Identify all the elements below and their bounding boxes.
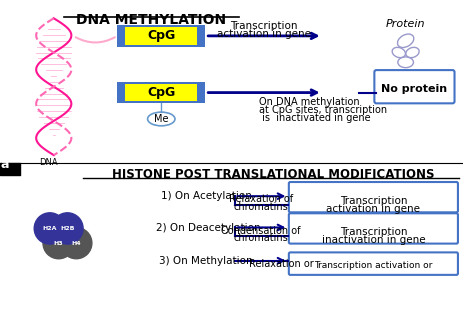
Text: CpG: CpG <box>147 86 175 99</box>
FancyBboxPatch shape <box>289 182 458 212</box>
Text: DNA: DNA <box>39 158 58 167</box>
Text: Relaxation of: Relaxation of <box>229 194 293 204</box>
Ellipse shape <box>147 112 175 126</box>
Text: inactivation in gene: inactivation in gene <box>321 235 425 245</box>
Text: Relaxation or: Relaxation or <box>249 259 314 269</box>
Text: Transcription: Transcription <box>340 196 407 206</box>
FancyBboxPatch shape <box>289 252 458 275</box>
Circle shape <box>34 213 65 244</box>
Text: Condensation of: Condensation of <box>221 225 301 235</box>
FancyBboxPatch shape <box>374 70 455 103</box>
FancyBboxPatch shape <box>125 84 198 101</box>
Text: is  inactivated in gene: is inactivated in gene <box>259 113 371 123</box>
Text: chromatins: chromatins <box>234 202 288 212</box>
FancyBboxPatch shape <box>125 27 198 45</box>
Text: chromatins: chromatins <box>234 233 288 243</box>
Text: Protein: Protein <box>386 19 425 29</box>
FancyBboxPatch shape <box>117 25 205 47</box>
Text: Transcription: Transcription <box>340 227 407 237</box>
FancyBboxPatch shape <box>289 213 458 244</box>
FancyBboxPatch shape <box>117 82 205 103</box>
Text: 1) On Acetylation: 1) On Acetylation <box>161 191 252 201</box>
Text: On DNA methylation: On DNA methylation <box>259 98 360 108</box>
Circle shape <box>43 227 74 259</box>
Text: No protein: No protein <box>382 84 447 94</box>
Text: Me: Me <box>154 114 169 124</box>
Text: H2B: H2B <box>60 226 75 231</box>
Circle shape <box>61 227 92 259</box>
Text: activation in gene: activation in gene <box>327 204 420 214</box>
Text: Transcription activation or: Transcription activation or <box>314 261 433 270</box>
Text: DNA METHYLATION: DNA METHYLATION <box>76 14 227 27</box>
Text: a: a <box>0 158 9 171</box>
Text: at CpG sites, transcription: at CpG sites, transcription <box>259 105 387 115</box>
Text: HISTONE POST TRANSLATIONAL MODIFICATIONS: HISTONE POST TRANSLATIONAL MODIFICATIONS <box>112 168 435 181</box>
Text: H2A: H2A <box>43 226 57 231</box>
Text: 2) On Deacetylation: 2) On Deacetylation <box>156 223 261 232</box>
Text: CpG: CpG <box>147 29 175 43</box>
Circle shape <box>52 213 83 244</box>
Text: Transcription: Transcription <box>230 21 298 31</box>
Text: H3: H3 <box>54 241 64 246</box>
Text: activation in gene: activation in gene <box>217 29 311 39</box>
Text: 3) On Methylation: 3) On Methylation <box>159 256 253 266</box>
Text: H4: H4 <box>72 241 81 246</box>
